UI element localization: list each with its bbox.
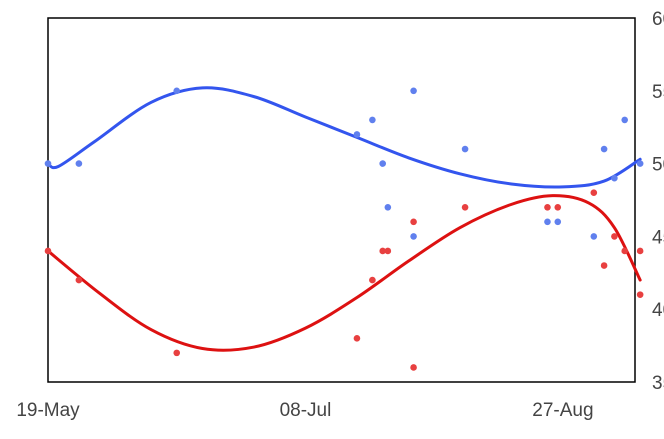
series-2-point-18 bbox=[636, 291, 644, 298]
x-tick-label: 19-May bbox=[16, 400, 80, 421]
trend-line-1 bbox=[46, 86, 642, 189]
series-2-point-13 bbox=[590, 189, 598, 197]
y-tick-label: 45 bbox=[652, 227, 664, 248]
y-axis-ticks: 35 40 45 50 55 60 bbox=[652, 9, 664, 394]
series-1-point-10 bbox=[461, 145, 469, 153]
series-2-point-2 bbox=[75, 276, 83, 284]
series-1-point-14 bbox=[600, 145, 608, 153]
series-2-point-14 bbox=[600, 262, 608, 269]
series-1-point-8 bbox=[410, 233, 417, 240]
trend-line-2 bbox=[46, 194, 642, 352]
y-tick-label: 55 bbox=[652, 82, 664, 103]
series-2-point-1 bbox=[44, 247, 52, 255]
series-1-point-2 bbox=[75, 160, 83, 167]
series-1-point-5 bbox=[369, 116, 376, 124]
series-1-point-9 bbox=[410, 87, 417, 95]
series-2-point-9 bbox=[410, 218, 417, 226]
series-2-point-4 bbox=[353, 335, 361, 342]
series-1-point-7 bbox=[384, 203, 392, 211]
series-1-point-6 bbox=[379, 160, 386, 167]
series-1-point-16 bbox=[621, 116, 629, 124]
x-axis-ticks: 19-May 08-Jul 27-Aug bbox=[16, 400, 593, 421]
series-1-point-3 bbox=[173, 87, 181, 95]
series-2-point-5 bbox=[369, 276, 376, 284]
series-1-point-15 bbox=[611, 174, 618, 182]
series-1-point-11 bbox=[544, 218, 551, 226]
series-1-point-12 bbox=[554, 218, 562, 226]
x-tick-label: 27-Aug bbox=[532, 400, 593, 421]
series-2-point-7 bbox=[384, 247, 392, 255]
y-tick-label: 50 bbox=[652, 155, 664, 176]
y-tick-label: 35 bbox=[652, 373, 664, 394]
scatter-points bbox=[44, 87, 644, 371]
series-2-point-16 bbox=[621, 247, 629, 255]
series-2-point-12 bbox=[554, 203, 562, 211]
series-2-point-15 bbox=[611, 233, 618, 240]
series-2-point-17 bbox=[636, 247, 644, 255]
x-tick-label: 08-Jul bbox=[280, 400, 332, 421]
series-2-point-6 bbox=[379, 247, 386, 255]
series-1-point-13 bbox=[590, 233, 598, 240]
y-tick-label: 40 bbox=[652, 300, 664, 321]
y-tick-label: 60 bbox=[652, 9, 664, 30]
series-1-point-17 bbox=[636, 160, 644, 167]
series-2-point-11 bbox=[544, 203, 551, 211]
plot-area-frame bbox=[47, 17, 636, 383]
series-2-point-10 bbox=[461, 203, 469, 211]
trend-lines bbox=[46, 86, 642, 352]
series-1-point-4 bbox=[353, 131, 361, 138]
series-1-point-1 bbox=[44, 160, 52, 167]
series-2-point-3 bbox=[173, 349, 181, 357]
series-2-point-8 bbox=[410, 364, 417, 371]
